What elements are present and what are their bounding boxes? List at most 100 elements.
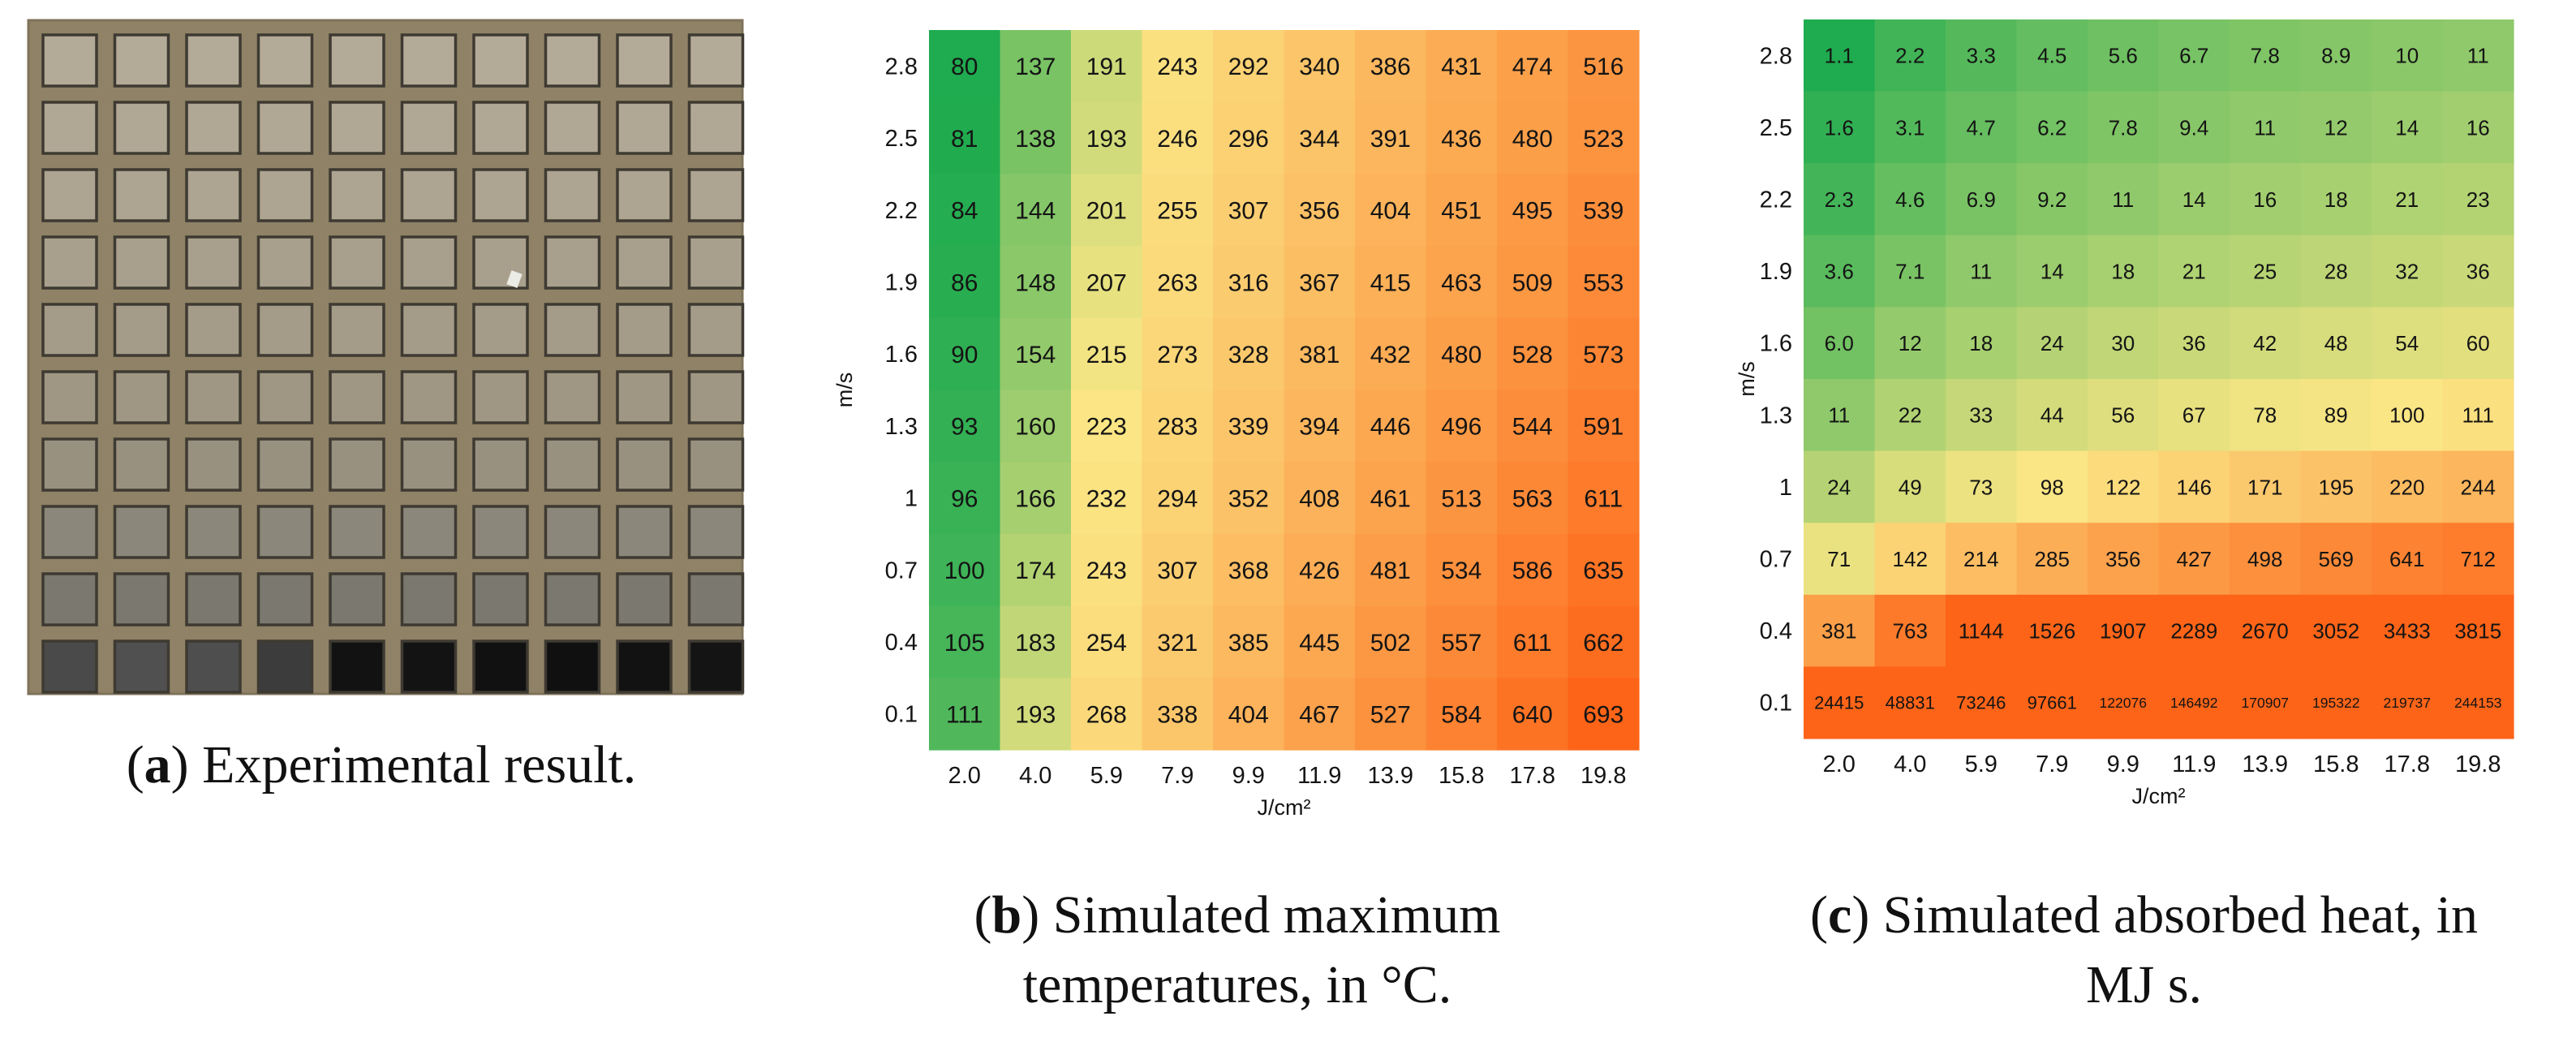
cell-value-label: 4.7 xyxy=(1967,115,1996,140)
marked-square xyxy=(687,370,745,424)
heat-cell xyxy=(1804,523,1876,596)
cell-value-label: 86 xyxy=(951,269,978,296)
heat-cell xyxy=(1142,533,1214,607)
cell-value-label: 100 xyxy=(2389,403,2424,428)
heat-cell xyxy=(2442,450,2514,523)
heat-cell xyxy=(1000,678,1072,751)
cell-value-label: 24 xyxy=(2041,331,2064,355)
cell-value-label: 10 xyxy=(2395,44,2419,68)
heat-cell xyxy=(1426,317,1498,391)
cell-value-label: 60 xyxy=(2466,331,2490,355)
heat-cell xyxy=(1804,666,1876,739)
heat-cell xyxy=(1213,317,1285,391)
cell-value-label: 142 xyxy=(1893,547,1928,571)
heat-cell xyxy=(1568,462,1640,535)
heat-cell xyxy=(1426,533,1498,607)
cell-value-label: 193 xyxy=(1015,701,1056,728)
heat-cell xyxy=(1213,533,1285,607)
marked-square xyxy=(400,437,458,492)
marked-square xyxy=(329,235,385,290)
cell-value-label: 1.6 xyxy=(1825,115,1854,140)
experimental-photo xyxy=(27,19,745,695)
cell-value-label: 569 xyxy=(2319,547,2354,571)
heat-cell xyxy=(2158,594,2230,667)
heat-cell xyxy=(2016,19,2088,93)
cell-value-label: 255 xyxy=(1157,198,1198,225)
cell-value-label: 6.0 xyxy=(1825,331,1854,355)
cell-value-label: 138 xyxy=(1015,126,1056,153)
marked-square xyxy=(687,437,745,492)
heat-cell xyxy=(2442,523,2514,596)
y-tick-label: 0.1 xyxy=(885,702,918,728)
cell-value-label: 122076 xyxy=(2100,695,2147,711)
cell-value-label: 586 xyxy=(1512,558,1553,584)
marked-square xyxy=(113,168,170,222)
cell-value-label: 1526 xyxy=(2028,618,2075,643)
cell-value-label: 154 xyxy=(1015,342,1056,368)
heat-cell xyxy=(1497,174,1569,247)
cell-value-label: 67 xyxy=(2183,403,2206,428)
heat-cell xyxy=(1497,533,1569,607)
heat-cell xyxy=(2442,307,2514,380)
heat-cell xyxy=(2158,666,2230,739)
cell-value-label: 193 xyxy=(1086,126,1127,153)
heat-cell xyxy=(1355,678,1427,751)
heat-cell xyxy=(2016,379,2088,452)
heat-cell xyxy=(2300,235,2372,308)
cell-value-label: 44 xyxy=(2041,403,2064,428)
cell-value-label: 6.2 xyxy=(2037,115,2066,140)
x-tick-label: 7.9 xyxy=(2036,751,2068,777)
x-tick-label: 17.8 xyxy=(2385,751,2430,777)
cell-value-label: 2670 xyxy=(2242,618,2289,643)
heat-cell xyxy=(2088,594,2160,667)
marked-square xyxy=(185,370,242,424)
marked-square xyxy=(400,303,458,357)
heat-cell xyxy=(1000,30,1072,103)
x-tick-label: 11.9 xyxy=(2172,751,2216,777)
cell-value-label: 244 xyxy=(2461,475,2496,499)
heat-cell xyxy=(1071,462,1143,535)
heat-cell xyxy=(2016,450,2088,523)
caption-a-text: Experimental result. xyxy=(202,735,637,794)
cell-value-label: 3433 xyxy=(2384,618,2431,643)
heat-cell xyxy=(1874,307,1946,380)
cell-value-label: 24 xyxy=(1827,475,1851,499)
marked-square xyxy=(329,168,385,222)
heat-cell xyxy=(1946,666,2018,739)
cell-value-label: 4.6 xyxy=(1895,187,1924,212)
cell-value-label: 426 xyxy=(1299,558,1340,584)
heat-cell xyxy=(1284,317,1356,391)
cell-value-label: 100 xyxy=(944,558,985,584)
cell-value-label: 137 xyxy=(1015,54,1056,80)
marked-square xyxy=(687,505,745,559)
heat-cell xyxy=(2230,19,2302,93)
heat-cell xyxy=(2372,450,2444,523)
heat-cell xyxy=(1355,30,1427,103)
heat-cell xyxy=(2372,594,2444,667)
marked-square xyxy=(185,303,242,357)
y-tick-label: 0.4 xyxy=(885,630,918,656)
caption-b-line1: Simulated maximum xyxy=(1052,885,1501,945)
heat-cell xyxy=(1804,594,1876,667)
heat-cell xyxy=(1874,594,1946,667)
heat-cell xyxy=(2442,235,2514,308)
heat-cell xyxy=(1568,101,1640,174)
cell-value-label: 640 xyxy=(1512,701,1553,728)
caption-c-label: c xyxy=(1828,885,1852,945)
marked-square xyxy=(256,572,314,627)
x-tick-label: 7.9 xyxy=(1161,763,1193,789)
cell-value-label: 316 xyxy=(1228,269,1269,296)
heat-cell xyxy=(929,30,1001,103)
heat-cell xyxy=(1874,379,1946,452)
x-tick-label: 19.8 xyxy=(1580,763,1626,789)
heat-cell xyxy=(1000,533,1072,607)
heat-cell xyxy=(1804,307,1876,380)
heat-cell xyxy=(2016,666,2088,739)
heat-cell xyxy=(1874,450,1946,523)
cell-value-label: 344 xyxy=(1299,126,1340,153)
marked-square xyxy=(687,639,745,694)
heat-cell xyxy=(1213,390,1285,463)
caption-b-line2: temperatures, in °C. xyxy=(1022,955,1452,1014)
heat-cell xyxy=(1000,605,1072,678)
